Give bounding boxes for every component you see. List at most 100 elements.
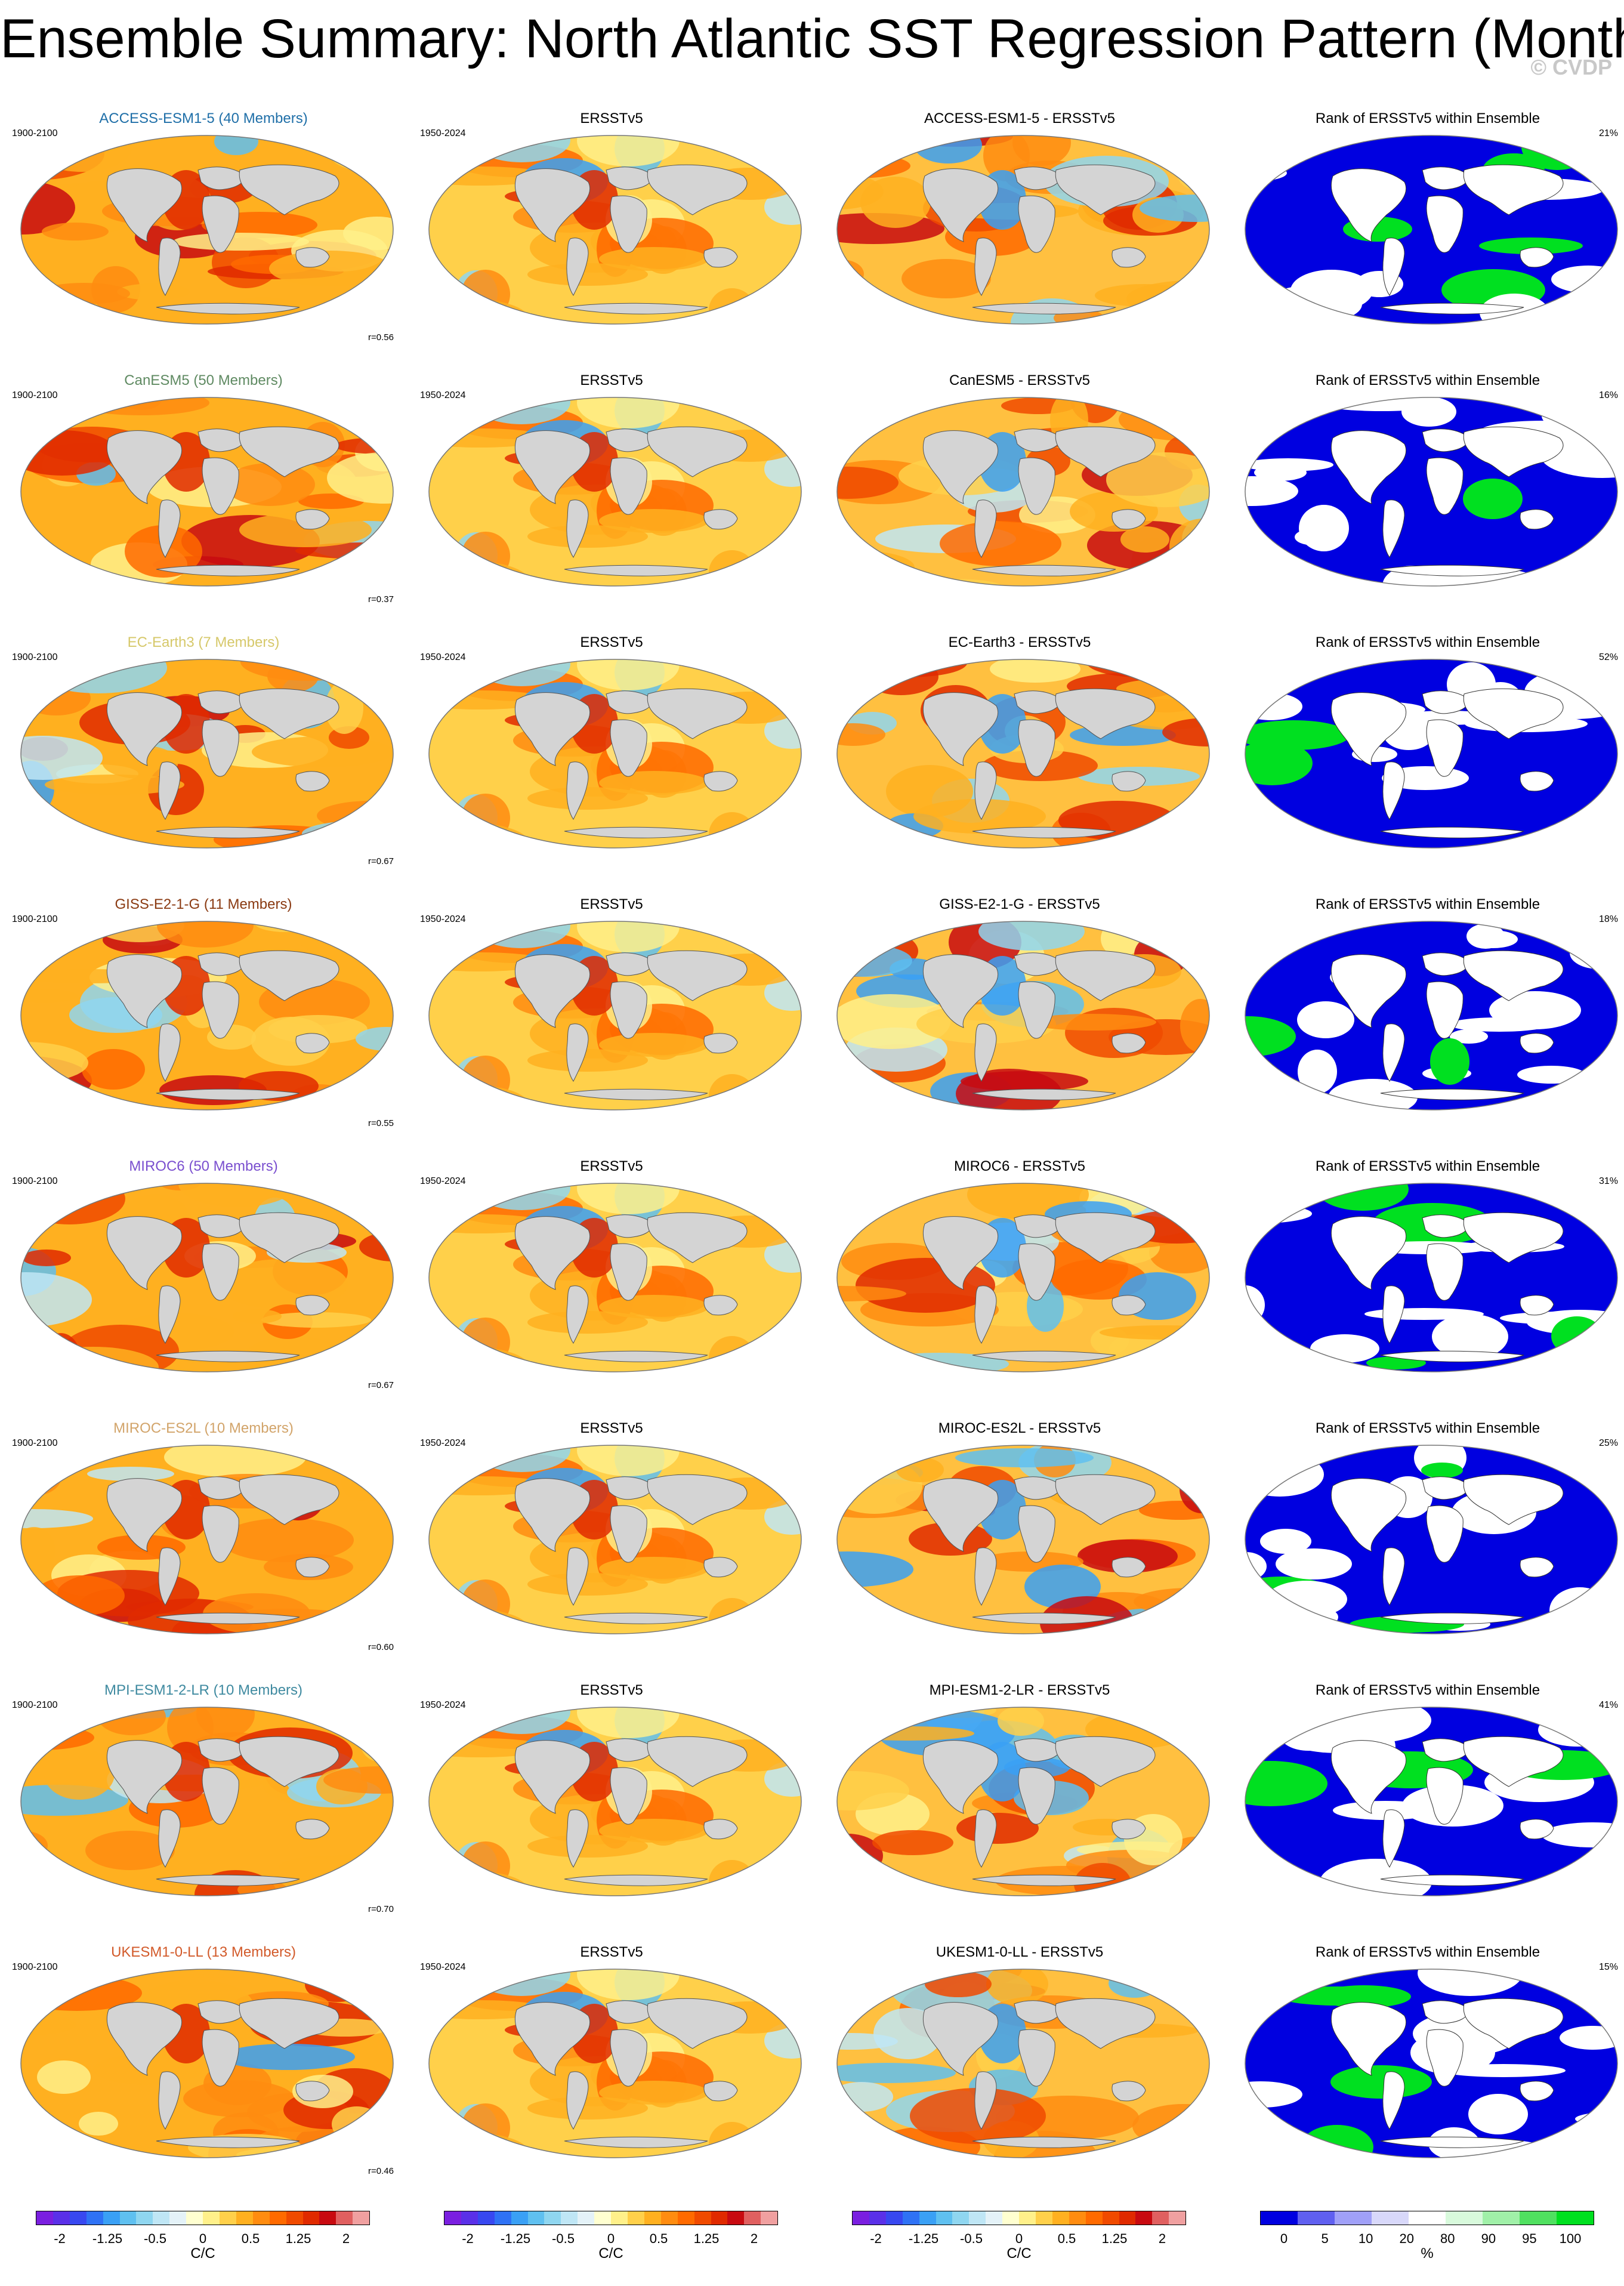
rank-map <box>1245 921 1618 1110</box>
model-panel-title: MIROC-ES2L (10 Members) <box>113 1420 294 1436</box>
colorbar-swatch <box>219 2211 236 2225</box>
obs-map-frame <box>427 920 803 1111</box>
obs-panel: ERSSTv5 1950-2024 <box>418 1420 805 1677</box>
difference-panel-title: EC-Earth3 - ERSSTv5 <box>948 634 1091 650</box>
pattern-correlation-label: r=0.70 <box>368 1904 394 1914</box>
model-panel-title: UKESM1-0-LL (13 Members) <box>111 1944 296 1960</box>
colorbar-swatch <box>969 2211 986 2225</box>
rank-percent-label: 52% <box>1598 652 1618 662</box>
colorbar-swatch <box>153 2211 170 2225</box>
difference-map-frame <box>835 1182 1211 1373</box>
colorbar-swatch <box>136 2211 153 2225</box>
colorbar-swatch <box>869 2211 886 2225</box>
model-period-label: 1900-2100 <box>12 1962 58 1972</box>
rank-percent-label: 41% <box>1598 1700 1618 1710</box>
colorbar-swatch <box>353 2211 370 2225</box>
colorbar-swatch <box>952 2211 970 2225</box>
diff-map <box>836 1969 1210 2158</box>
obs-panel: ERSSTv5 1950-2024 <box>418 110 805 367</box>
sst-colorbar-model: -2 -1.25 -0.5 0 0.5 1.25 2 C/C <box>36 2211 370 2265</box>
rank-map-frame <box>1243 134 1619 325</box>
obs-map <box>428 659 802 849</box>
colorbar-tick-label: 20 <box>1399 2231 1414 2246</box>
difference-panel: ACCESS-ESM1-5 - ERSSTv5 <box>826 110 1214 367</box>
colorbar-swatch <box>119 2211 137 2225</box>
colorbar-swatch <box>1002 2211 1020 2225</box>
colorbar-tick-label: 100 <box>1559 2231 1582 2246</box>
colorbar-swatch <box>527 2211 545 2225</box>
rank-panel: Rank of ERSSTv5 within Ensemble 18% <box>1234 896 1622 1153</box>
model-map-frame <box>19 1444 395 1635</box>
obs-panel-title: ERSSTv5 <box>580 372 643 388</box>
colorbar-swatch <box>103 2211 120 2225</box>
model-map-frame <box>19 1968 395 2159</box>
colorbar-tick-label: 0.5 <box>649 2231 668 2246</box>
colorbar-tick-label: 1.25 <box>285 2231 311 2246</box>
colorbar-swatch <box>594 2211 612 2225</box>
rank-panel: Rank of ERSSTv5 within Ensemble 21% <box>1234 110 1622 367</box>
colorbar-tick-label: -1.25 <box>92 2231 123 2246</box>
sst-colorbar-diff-swatches <box>852 2211 1186 2225</box>
colorbar-swatch <box>902 2211 919 2225</box>
colorbar-swatch <box>1102 2211 1119 2225</box>
obs-period-label: 1950-2024 <box>420 1700 466 1710</box>
obs-map <box>428 397 802 587</box>
model-panel: MIROC6 (50 Members) 1900-2100 r=0.67 <box>10 1158 397 1415</box>
rank-map-frame <box>1243 396 1619 587</box>
colorbar-swatch <box>744 2211 761 2225</box>
obs-panel: ERSSTv5 1950-2024 <box>418 1682 805 1939</box>
model-panel: UKESM1-0-LL (13 Members) 1900-2100 r=0.46 <box>10 1944 397 2201</box>
pattern-correlation-label: r=0.55 <box>368 1118 394 1128</box>
rank-percent-label: 31% <box>1598 1176 1618 1186</box>
colorbar-swatch <box>711 2211 728 2225</box>
model-panel: ACCESS-ESM1-5 (40 Members) 1900-2100 r=0.5… <box>10 110 397 367</box>
model-panel-title: MPI-ESM1-2-LR (10 Members) <box>104 1682 303 1698</box>
colorbar-tick-label: 1.25 <box>1101 2231 1128 2246</box>
colorbar-swatch <box>69 2211 87 2225</box>
colorbar-swatch <box>919 2211 936 2225</box>
colorbar-swatch <box>660 2211 678 2225</box>
colorbar-swatch <box>1169 2211 1186 2225</box>
colorbar-tick-label: 10 <box>1358 2231 1373 2246</box>
colorbar-tick-label: 0 <box>1015 2231 1023 2246</box>
model-panel-title: GISS-E2-1-G (11 Members) <box>115 896 292 912</box>
rank-map-frame <box>1243 1182 1619 1373</box>
diff-map <box>836 921 1210 1110</box>
model-panel: MPI-ESM1-2-LR (10 Members) 1900-2100 r=0.7… <box>10 1682 397 1939</box>
colorbar-swatch <box>1069 2211 1086 2225</box>
difference-panel-title: ACCESS-ESM1-5 - ERSSTv5 <box>924 110 1116 127</box>
colorbar-swatch <box>36 2211 53 2225</box>
obs-map <box>428 1707 802 1896</box>
sst-colorbar-diff: -2 -1.25 -0.5 0 0.5 1.25 2 C/C <box>852 2211 1186 2265</box>
colorbar-tick-label: -1.25 <box>500 2231 531 2246</box>
colorbar-swatch <box>761 2211 778 2225</box>
rank-colorbar: 0 5 10 20 80 90 95 100% <box>1260 2211 1594 2265</box>
colorbar-tick-label: 2 <box>750 2231 758 2246</box>
colorbar-swatch <box>627 2211 644 2225</box>
colorbar-swatch <box>694 2211 711 2225</box>
model-map <box>20 921 394 1110</box>
rank-map-frame <box>1243 1444 1619 1635</box>
colorbar-swatch <box>885 2211 903 2225</box>
colorbar-swatch <box>677 2211 694 2225</box>
difference-map-frame <box>835 1968 1211 2159</box>
colorbar-swatch <box>203 2211 220 2225</box>
obs-map-frame <box>427 134 803 325</box>
model-period-label: 1900-2100 <box>12 128 58 138</box>
difference-map-frame <box>835 396 1211 587</box>
obs-map-frame <box>427 1182 803 1373</box>
obs-map <box>428 921 802 1110</box>
model-map-frame <box>19 1182 395 1373</box>
difference-panel-title: MIROC6 - ERSSTv5 <box>953 1158 1086 1174</box>
model-map <box>20 659 394 849</box>
colorbar-tick-label: 0 <box>607 2231 615 2246</box>
rank-map <box>1245 135 1618 325</box>
colorbar-swatch <box>1409 2211 1446 2225</box>
obs-map-frame <box>427 658 803 849</box>
rank-panel: Rank of ERSSTv5 within Ensemble 15% <box>1234 1944 1622 2201</box>
difference-panel: CanESM5 - ERSSTv5 <box>826 372 1214 629</box>
rank-panel-title: Rank of ERSSTv5 within Ensemble <box>1315 110 1540 127</box>
obs-panel-title: ERSSTv5 <box>580 634 643 650</box>
obs-panel: ERSSTv5 1950-2024 <box>418 1158 805 1415</box>
difference-map-frame <box>835 1444 1211 1635</box>
